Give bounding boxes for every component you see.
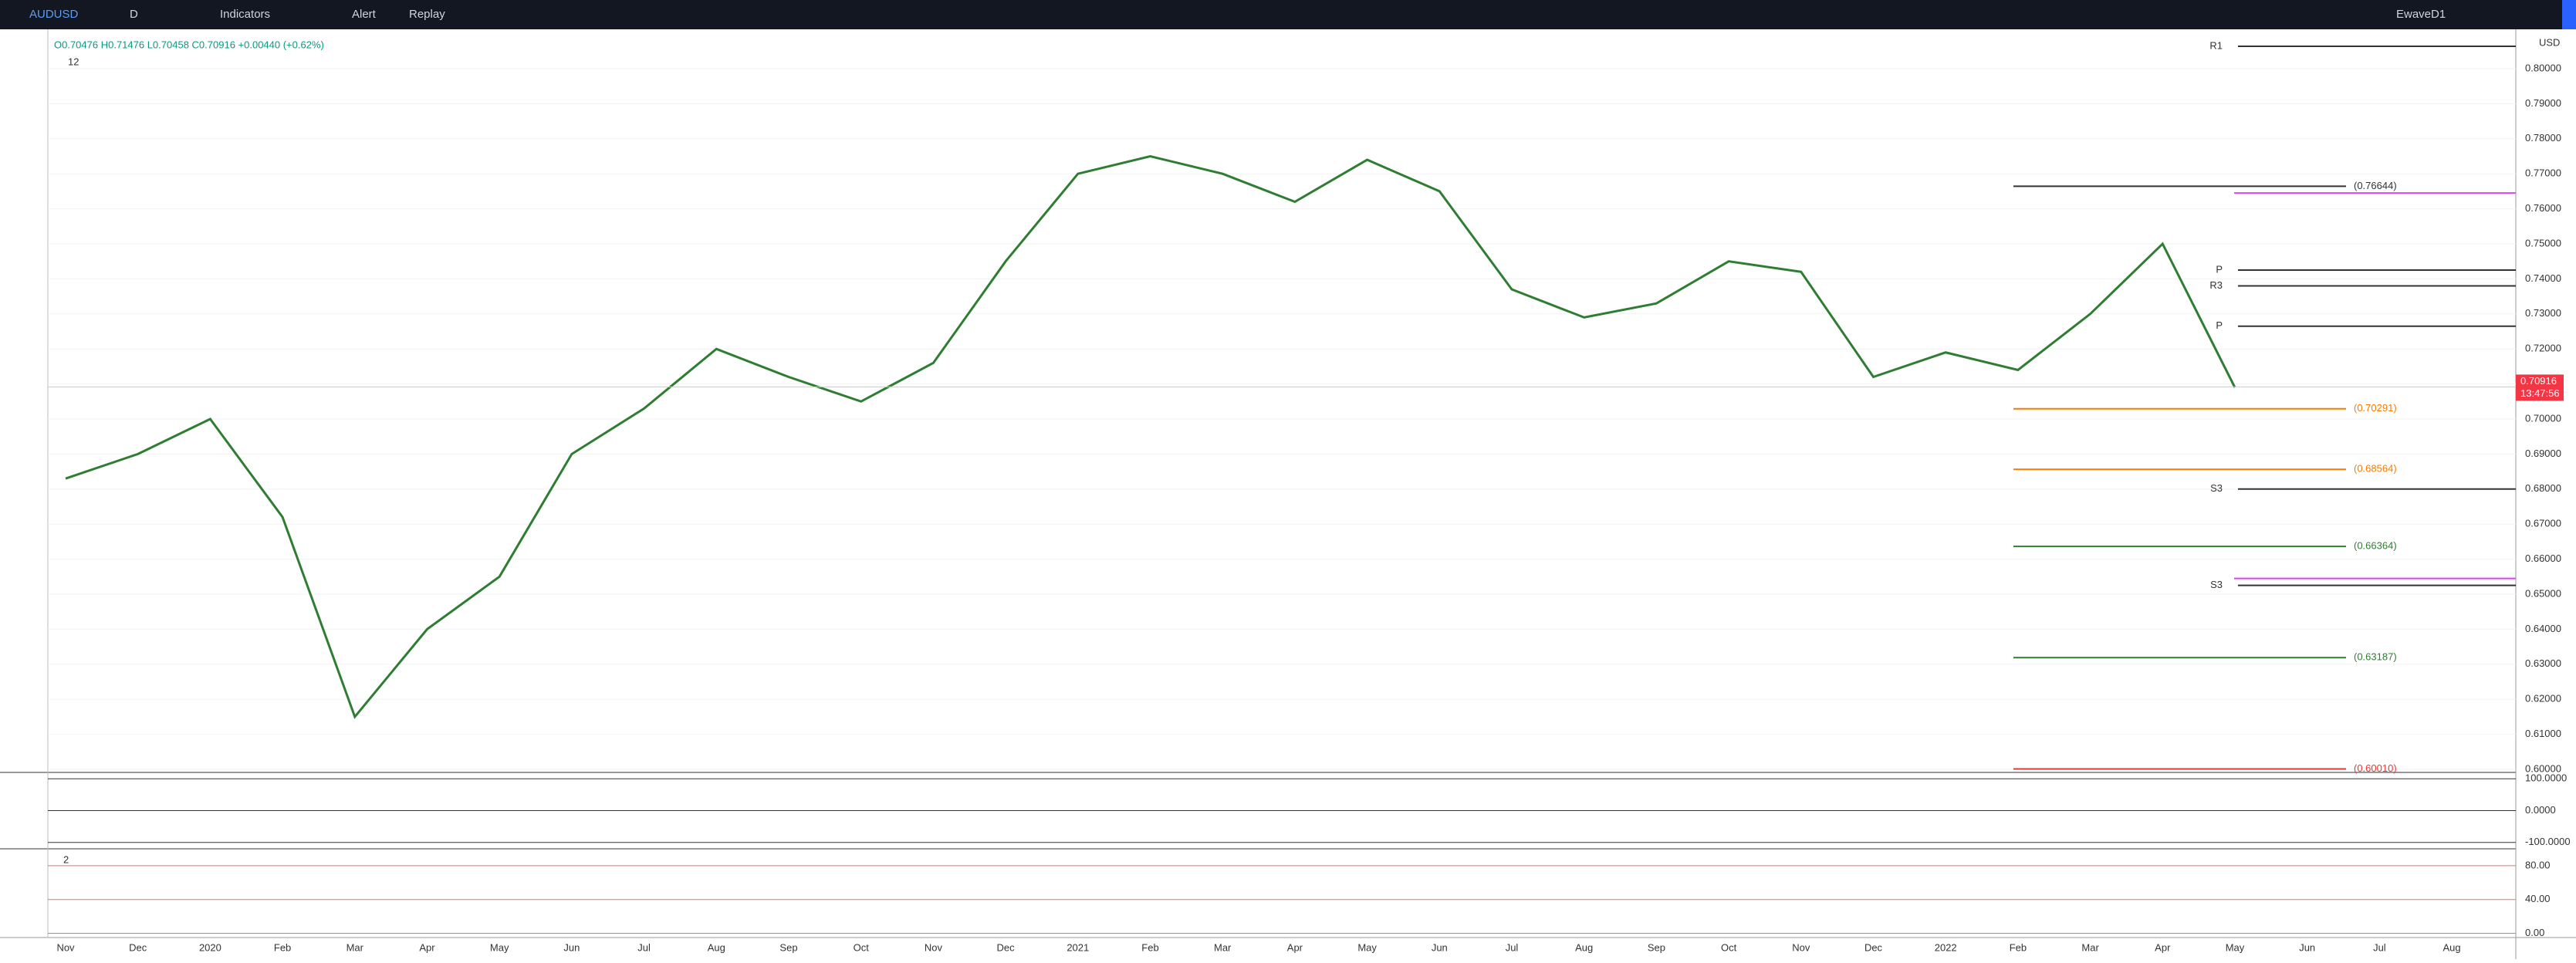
symbol[interactable]: AUDUSD <box>29 8 79 21</box>
x-tick-label: May <box>490 941 509 953</box>
x-tick-label: Aug <box>2443 941 2461 953</box>
x-tick-label: Jun <box>1432 941 1448 953</box>
y-tick-label: 0.63000 <box>2525 657 2561 669</box>
x-tick-label: Jul <box>1506 941 1519 953</box>
y-tick-label: 0.75000 <box>2525 237 2561 248</box>
indicator-count[interactable]: 2 <box>63 853 69 865</box>
x-tick-label: Feb <box>1141 941 1158 953</box>
x-tick-label: Dec <box>1864 941 1883 953</box>
pivot-label: P <box>2216 319 2223 331</box>
x-tick-label: Nov <box>56 941 75 953</box>
y-tick-label: 40.00 <box>2525 893 2551 904</box>
y-tick-label: 0.74000 <box>2525 272 2561 284</box>
price-line <box>65 154 2236 719</box>
x-tick-label: Mar <box>1214 941 1232 953</box>
y-tick-label: 0.62000 <box>2525 693 2561 705</box>
y-tick-label: 0.69000 <box>2525 448 2561 459</box>
y-tick-label: 0.70000 <box>2525 412 2561 424</box>
pivot-label: S3 <box>2210 579 2223 590</box>
x-tick-label: May <box>1357 941 1377 953</box>
x-tick-label: Jul <box>2373 941 2386 953</box>
x-tick-label: Apr <box>1287 941 1303 953</box>
pivot-label: R3 <box>2209 279 2223 291</box>
x-tick-label: Oct <box>1721 941 1737 953</box>
fib-label: (0.70291) <box>2354 402 2397 414</box>
x-tick-label: Aug <box>708 941 725 953</box>
publish-button[interactable] <box>2562 0 2576 29</box>
x-tick-label: 2021 <box>1067 941 1089 953</box>
y-tick-label: 0.80000 <box>2525 62 2561 73</box>
y-tick-label: 0.64000 <box>2525 623 2561 634</box>
x-tick-label: Jun <box>2299 941 2315 953</box>
y-tick-label: 0.66000 <box>2525 552 2561 564</box>
y-tick-label: 0.77000 <box>2525 167 2561 179</box>
x-tick-label: Apr <box>2155 941 2171 953</box>
y-tick-label: -100.0000 <box>2525 836 2571 847</box>
y-tick-label: 80.00 <box>2525 859 2551 870</box>
x-tick-label: 2020 <box>199 941 221 953</box>
y-tick-label: 0.79000 <box>2525 97 2561 109</box>
y-tick-label: 0.73000 <box>2525 307 2561 319</box>
x-tick-label: Feb <box>274 941 291 953</box>
x-tick-label: Dec <box>997 941 1016 953</box>
x-tick-label: Nov <box>925 941 943 953</box>
y-tick-label: 0.00 <box>2525 927 2544 938</box>
x-tick-label: Mar <box>347 941 364 953</box>
y-tick-label: 0.68000 <box>2525 482 2561 494</box>
x-tick-label: 2022 <box>1935 941 1957 953</box>
x-tick-label: May <box>2226 941 2245 953</box>
x-tick-label: Oct <box>854 941 870 953</box>
x-tick-label: Jul <box>637 941 651 953</box>
y-tick-label: 0.61000 <box>2525 728 2561 739</box>
y-tick-label: 0.76000 <box>2525 202 2561 214</box>
y-tick-label: 0.65000 <box>2525 587 2561 599</box>
x-tick-label: Mar <box>2081 941 2099 953</box>
countdown: 13:47:56 <box>2520 387 2560 399</box>
interval[interactable]: D <box>130 8 138 21</box>
x-tick-label: Sep <box>779 941 797 953</box>
pivot-label: S3 <box>2210 482 2223 494</box>
last-price-box <box>2516 374 2564 401</box>
x-tick-label: Aug <box>1575 941 1593 953</box>
x-tick-label: Sep <box>1648 941 1665 953</box>
pivot-label: P <box>2216 263 2223 275</box>
x-tick-label: Apr <box>419 941 435 953</box>
replay-button[interactable]: Replay <box>409 8 445 21</box>
fib-label: (0.60010) <box>2354 762 2397 774</box>
y-tick-label: 0.72000 <box>2525 343 2561 354</box>
x-tick-label: Dec <box>129 941 147 953</box>
currency[interactable]: USD <box>2539 36 2560 48</box>
y-tick-label: 0.60000 <box>2525 762 2561 774</box>
fib-label: (0.63187) <box>2354 651 2397 663</box>
y-tick-label: 0.78000 <box>2525 132 2561 144</box>
fib-label: (0.68564) <box>2354 463 2397 475</box>
x-tick-label: Feb <box>2010 941 2027 953</box>
pivot-label: R1 <box>2209 39 2223 51</box>
last-price: 0.70916 <box>2520 375 2557 387</box>
x-tick-label: Jun <box>563 941 580 953</box>
alert-button[interactable]: Alert <box>352 8 377 21</box>
layout-name[interactable]: EwaveD1 <box>2396 8 2446 21</box>
fib-label: (0.66364) <box>2354 540 2397 552</box>
y-tick-label: 0.0000 <box>2525 804 2556 816</box>
toolbar <box>0 0 2576 29</box>
indicators-button[interactable]: Indicators <box>220 8 270 21</box>
fib-label: (0.76644) <box>2354 180 2397 191</box>
ohlc-legend: O0.70476 H0.71476 L0.70458 C0.70916 +0.0… <box>54 39 324 50</box>
indicator-count[interactable]: 12 <box>68 56 79 67</box>
x-tick-label: Nov <box>1792 941 1810 953</box>
y-tick-label: 0.67000 <box>2525 518 2561 529</box>
y-tick-label: 100.0000 <box>2525 772 2567 784</box>
